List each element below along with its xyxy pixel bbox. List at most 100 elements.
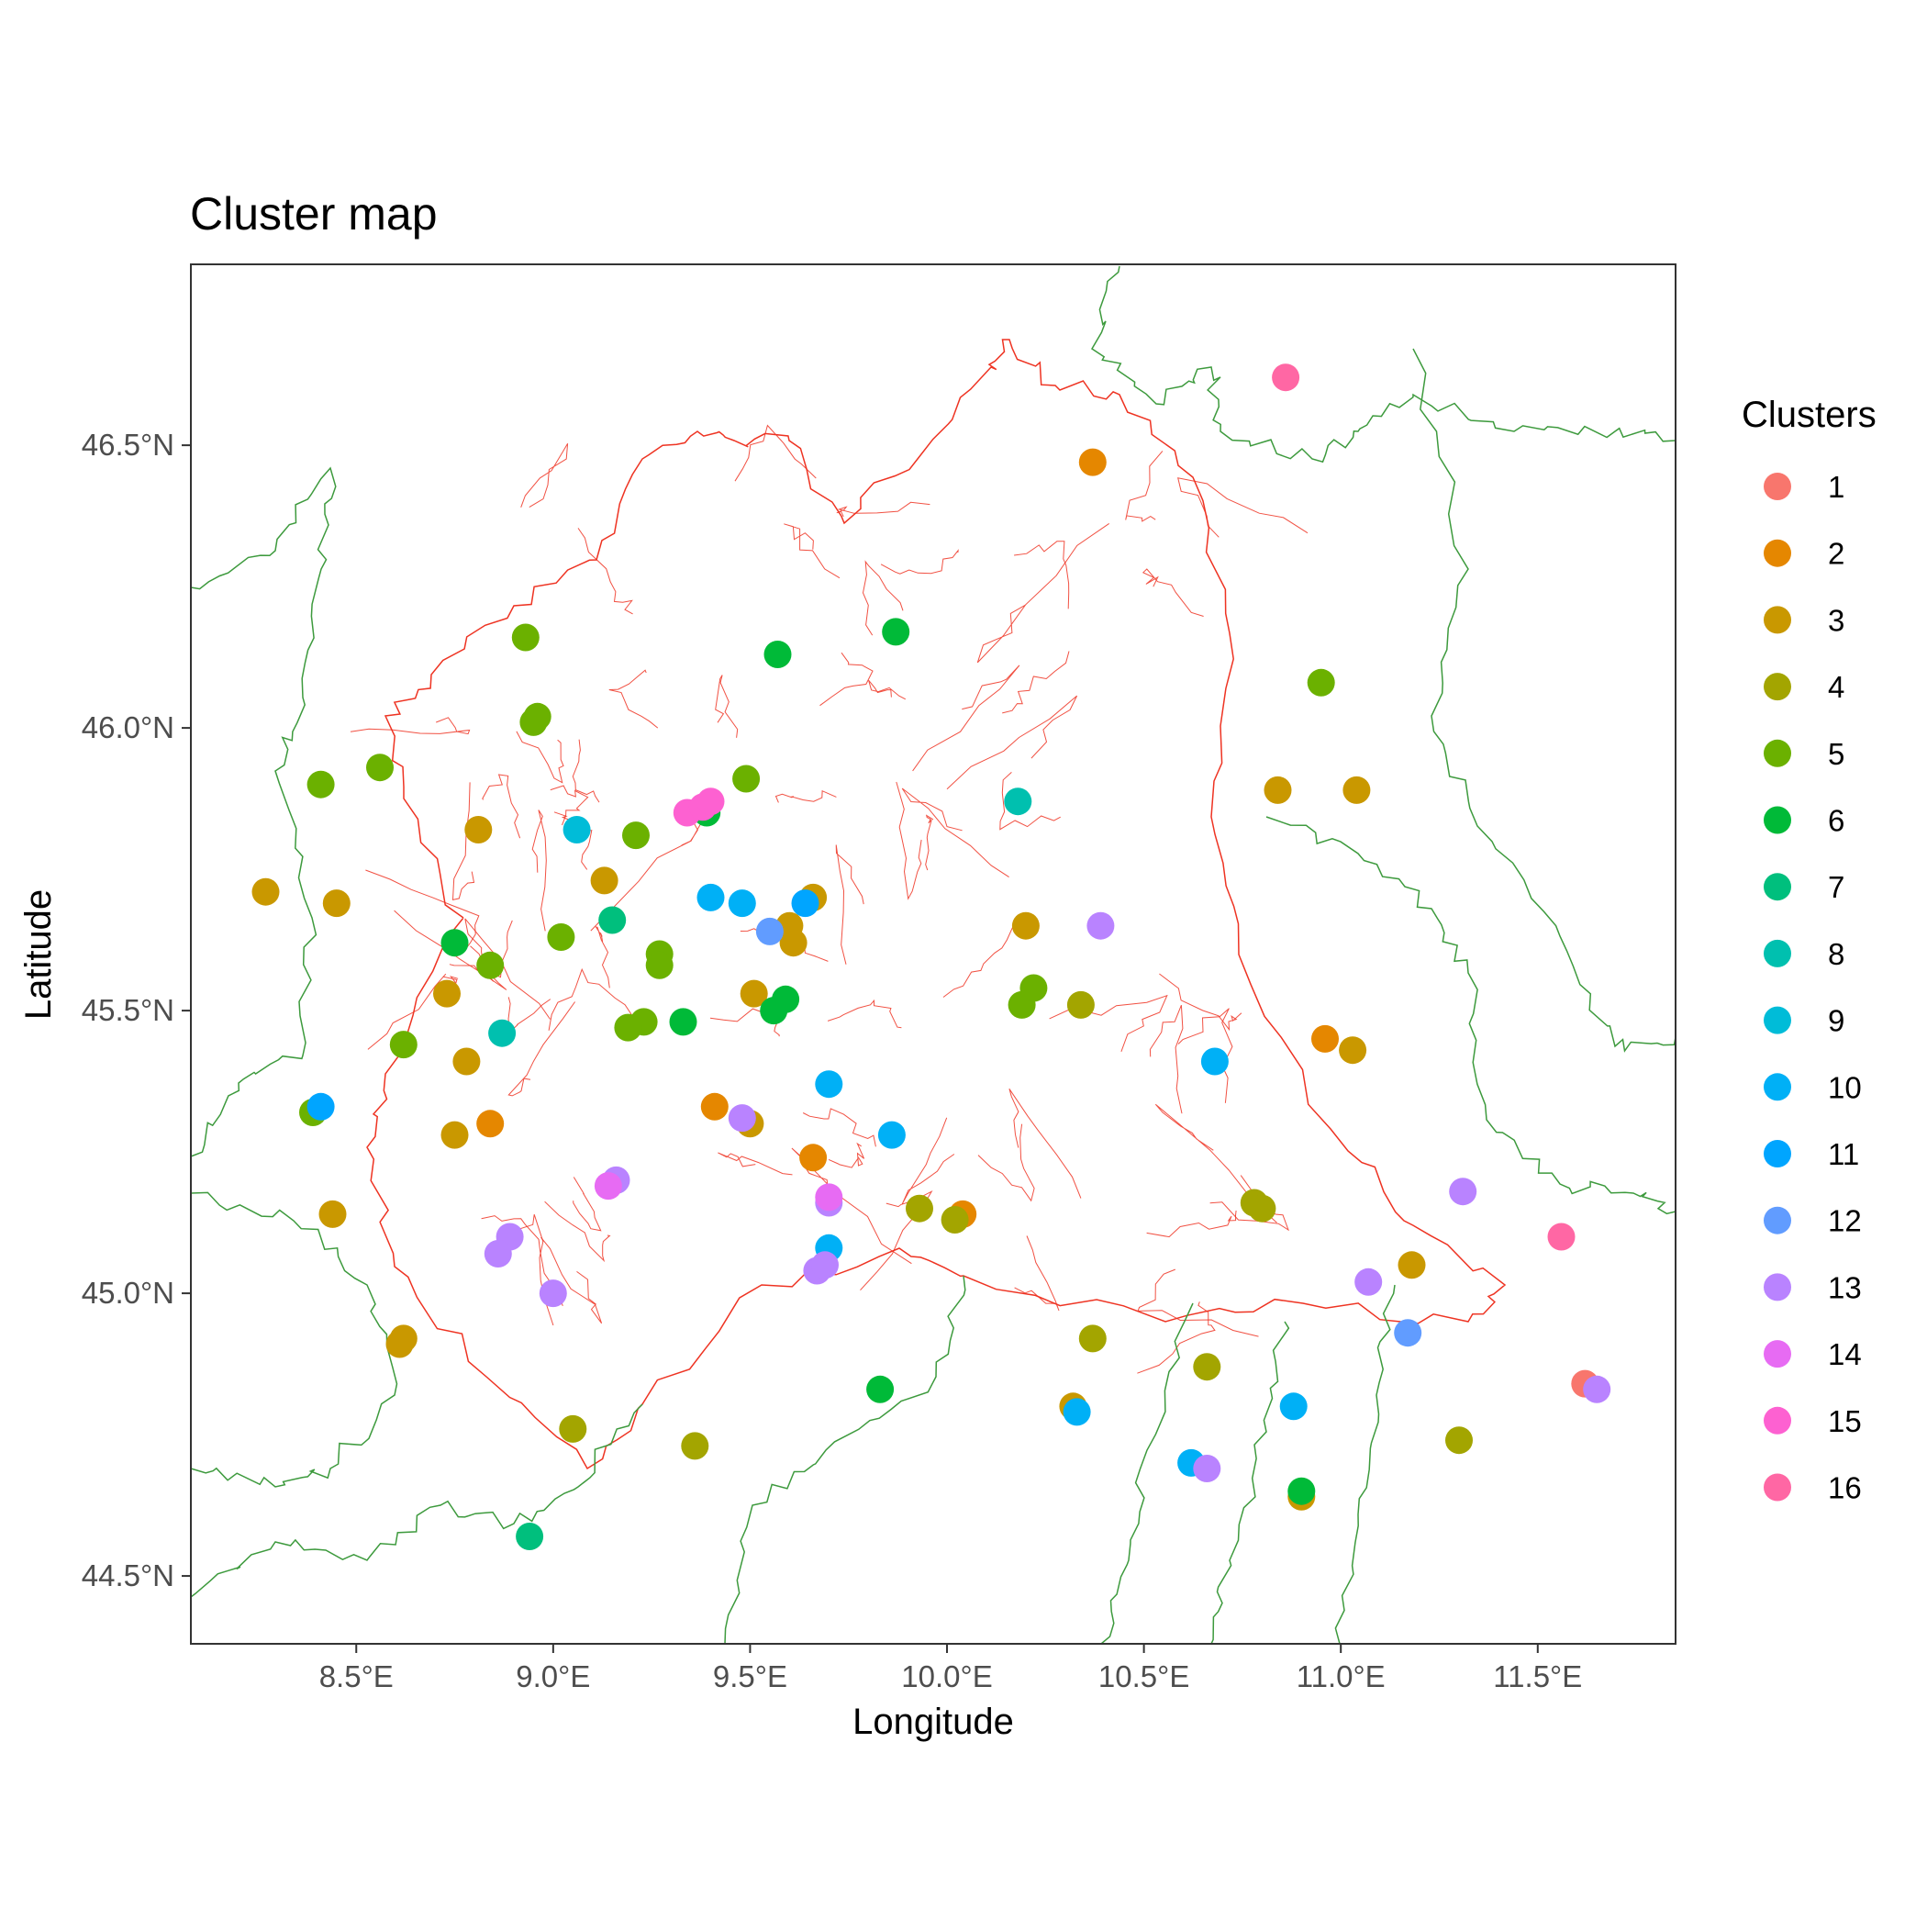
municipal-boundary bbox=[367, 973, 459, 1050]
legend-label: 9 bbox=[1828, 1004, 1844, 1038]
data-point-cluster-6 bbox=[440, 929, 469, 957]
legend-key bbox=[1764, 1273, 1791, 1301]
legend-label: 4 bbox=[1828, 670, 1844, 704]
data-point-cluster-10 bbox=[815, 1070, 843, 1099]
legend-label: 2 bbox=[1828, 537, 1844, 571]
legend-item: 2 bbox=[1764, 537, 1844, 571]
legend-label: 11 bbox=[1828, 1137, 1859, 1171]
legend-key bbox=[1764, 1073, 1791, 1101]
municipal-boundary bbox=[1154, 1103, 1277, 1223]
data-point-cluster-6 bbox=[882, 618, 910, 646]
municipal-boundary bbox=[1014, 1235, 1060, 1312]
municipal-boundary bbox=[946, 695, 1078, 790]
y-tick-label: 44.5°N bbox=[82, 1558, 174, 1592]
data-point-cluster-16 bbox=[1272, 363, 1300, 392]
data-point-cluster-4 bbox=[1078, 1324, 1107, 1353]
legend-item: 16 bbox=[1764, 1471, 1862, 1505]
data-point-cluster-5 bbox=[622, 821, 650, 850]
data-point-cluster-12 bbox=[755, 917, 784, 945]
data-point-cluster-3 bbox=[452, 1047, 481, 1076]
municipal-boundary bbox=[868, 679, 907, 700]
municipal-boundary bbox=[482, 774, 521, 839]
data-point-cluster-4 bbox=[1066, 990, 1095, 1019]
data-point-cluster-5 bbox=[476, 951, 505, 979]
municipal-boundary bbox=[715, 675, 739, 738]
legend-label: 8 bbox=[1828, 937, 1844, 971]
data-point-cluster-5 bbox=[614, 1013, 642, 1042]
data-point-cluster-3 bbox=[464, 816, 493, 843]
x-tick-label: 9.5°E bbox=[713, 1659, 787, 1693]
legend-label: 13 bbox=[1828, 1270, 1862, 1304]
municipal-boundary bbox=[1008, 1089, 1082, 1199]
neighbor-boundary bbox=[1265, 816, 1676, 1215]
data-point-cluster-3 bbox=[433, 979, 461, 1008]
legend-item: 12 bbox=[1764, 1204, 1862, 1238]
x-tick-label: 10.5°E bbox=[1098, 1659, 1189, 1693]
municipal-boundary bbox=[901, 787, 1009, 878]
municipal-boundary bbox=[836, 501, 930, 518]
legend-key bbox=[1764, 473, 1791, 500]
municipal-boundary bbox=[1002, 651, 1070, 714]
data-point-cluster-2 bbox=[476, 1110, 505, 1138]
municipal-boundary bbox=[791, 1147, 912, 1265]
municipal-boundary bbox=[1014, 541, 1070, 609]
x-axis: 8.5°E 9.0°E 9.5°E 10.0°E 10.5°E 11.0°E 11.5°E bbox=[319, 1644, 1582, 1693]
y-tick-label: 45.5°N bbox=[82, 993, 174, 1027]
municipal-boundary bbox=[827, 999, 902, 1029]
municipal-boundary bbox=[1137, 1268, 1259, 1337]
legend-item: 3 bbox=[1764, 603, 1844, 637]
data-points bbox=[251, 363, 1611, 1550]
legend-label: 1 bbox=[1828, 470, 1844, 504]
municipal-boundary bbox=[573, 1177, 602, 1232]
y-tick-label: 45.0°N bbox=[82, 1276, 174, 1310]
municipal-boundary bbox=[507, 1001, 576, 1097]
municipal-boundary bbox=[802, 1108, 876, 1147]
municipal-boundary bbox=[880, 549, 959, 575]
legend-label: 16 bbox=[1828, 1471, 1862, 1505]
municipal-boundary bbox=[1137, 1301, 1216, 1374]
legend-item: 8 bbox=[1764, 937, 1844, 971]
data-point-cluster-2 bbox=[1311, 1024, 1339, 1053]
data-point-cluster-3 bbox=[740, 979, 768, 1008]
municipal-boundary bbox=[901, 1117, 955, 1205]
municipal-boundary bbox=[516, 731, 564, 784]
data-point-cluster-4 bbox=[906, 1194, 933, 1223]
legend-item: 9 bbox=[1764, 1004, 1844, 1038]
legend-label: 12 bbox=[1828, 1204, 1862, 1238]
data-point-cluster-5 bbox=[645, 951, 674, 979]
municipal-boundary bbox=[835, 844, 864, 965]
data-point-cluster-11 bbox=[791, 889, 819, 918]
data-point-cluster-5 bbox=[1019, 974, 1048, 1002]
neighbor-boundary bbox=[190, 1191, 398, 1488]
data-point-cluster-3 bbox=[251, 877, 280, 906]
data-point-cluster-5 bbox=[511, 623, 540, 652]
data-point-cluster-3 bbox=[590, 866, 618, 895]
y-axis-label: Latitude bbox=[18, 889, 59, 1020]
neighbor-boundary bbox=[1090, 265, 1676, 463]
neighbor-boundary bbox=[1412, 348, 1676, 1053]
neighbor-boundary bbox=[1334, 1284, 1396, 1645]
data-point-cluster-3 bbox=[1264, 776, 1292, 804]
data-point-cluster-3 bbox=[1398, 1251, 1426, 1279]
legend-key bbox=[1764, 939, 1791, 967]
municipal-boundary bbox=[548, 967, 635, 1031]
data-point-cluster-7 bbox=[516, 1523, 544, 1550]
data-point-cluster-9 bbox=[563, 816, 591, 843]
legend-label: 6 bbox=[1828, 804, 1844, 838]
municipal-boundary bbox=[550, 785, 589, 826]
data-point-cluster-10 bbox=[1200, 1047, 1229, 1076]
legend-key bbox=[1764, 739, 1791, 767]
legend-item: 7 bbox=[1764, 870, 1844, 904]
legend-item: 1 bbox=[1764, 470, 1844, 504]
data-point-cluster-7 bbox=[598, 906, 627, 934]
legend-item: 13 bbox=[1764, 1270, 1862, 1304]
data-point-cluster-14 bbox=[815, 1183, 843, 1212]
municipal-boundary bbox=[942, 914, 1019, 998]
data-point-cluster-4 bbox=[941, 1206, 969, 1234]
data-point-cluster-13 bbox=[728, 1104, 756, 1133]
y-tick-label: 46.0°N bbox=[82, 710, 174, 744]
x-axis-label: Longitude bbox=[852, 1702, 1014, 1742]
